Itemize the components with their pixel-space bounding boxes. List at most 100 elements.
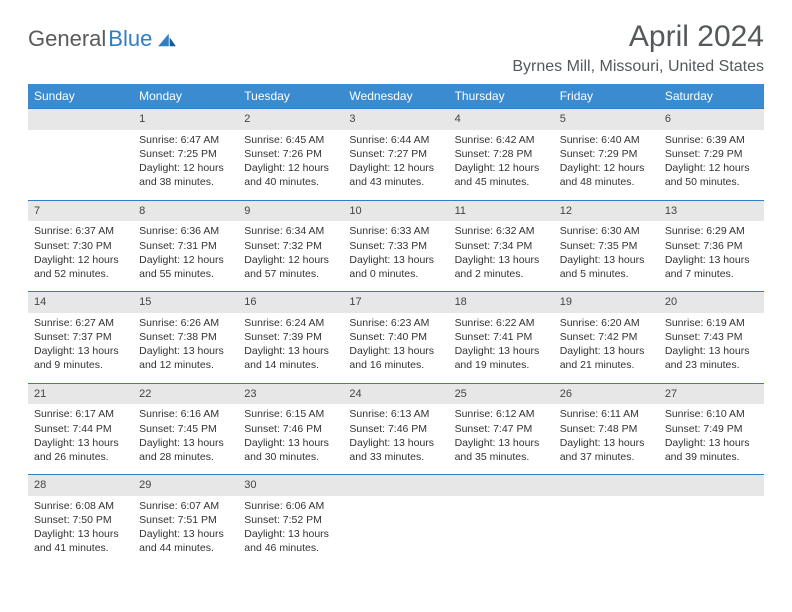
day-body: Sunrise: 6:06 AMSunset: 7:52 PMDaylight:… (238, 496, 343, 566)
sunrise-line: Sunrise: 6:10 AM (665, 407, 758, 421)
daylight-line: Daylight: 13 hours and 2 minutes. (455, 253, 548, 281)
day-number: 10 (343, 200, 448, 222)
day-number (554, 474, 659, 496)
calendar-cell: 11Sunrise: 6:32 AMSunset: 7:34 PMDayligh… (449, 200, 554, 292)
daylight-line: Daylight: 13 hours and 41 minutes. (34, 527, 127, 555)
sunset-line: Sunset: 7:35 PM (560, 239, 653, 253)
day-body: Sunrise: 6:34 AMSunset: 7:32 PMDaylight:… (238, 221, 343, 291)
daylight-line: Daylight: 12 hours and 43 minutes. (349, 161, 442, 189)
sunrise-line: Sunrise: 6:40 AM (560, 133, 653, 147)
weekday-header: Tuesday (238, 84, 343, 108)
calendar-cell: 4Sunrise: 6:42 AMSunset: 7:28 PMDaylight… (449, 108, 554, 200)
day-number: 20 (659, 291, 764, 313)
day-number (449, 474, 554, 496)
day-number: 17 (343, 291, 448, 313)
day-number: 27 (659, 383, 764, 405)
calendar-cell: 6Sunrise: 6:39 AMSunset: 7:29 PMDaylight… (659, 108, 764, 200)
day-number (659, 474, 764, 496)
sunrise-line: Sunrise: 6:42 AM (455, 133, 548, 147)
day-body: Sunrise: 6:23 AMSunset: 7:40 PMDaylight:… (343, 313, 448, 383)
calendar-cell-empty (659, 474, 764, 566)
daylight-line: Daylight: 13 hours and 30 minutes. (244, 436, 337, 464)
calendar-cell-empty (28, 108, 133, 200)
sunset-line: Sunset: 7:50 PM (34, 513, 127, 527)
daylight-line: Daylight: 12 hours and 55 minutes. (139, 253, 232, 281)
sunset-line: Sunset: 7:27 PM (349, 147, 442, 161)
sunset-line: Sunset: 7:49 PM (665, 422, 758, 436)
day-body (343, 496, 448, 556)
sunset-line: Sunset: 7:42 PM (560, 330, 653, 344)
calendar-cell: 26Sunrise: 6:11 AMSunset: 7:48 PMDayligh… (554, 383, 659, 475)
calendar-cell: 21Sunrise: 6:17 AMSunset: 7:44 PMDayligh… (28, 383, 133, 475)
day-body (28, 130, 133, 190)
day-number: 4 (449, 108, 554, 130)
daylight-line: Daylight: 13 hours and 9 minutes. (34, 344, 127, 372)
calendar-cell: 7Sunrise: 6:37 AMSunset: 7:30 PMDaylight… (28, 200, 133, 292)
day-body: Sunrise: 6:16 AMSunset: 7:45 PMDaylight:… (133, 404, 238, 474)
day-number: 13 (659, 200, 764, 222)
calendar-row: 14Sunrise: 6:27 AMSunset: 7:37 PMDayligh… (28, 291, 764, 383)
calendar-cell: 23Sunrise: 6:15 AMSunset: 7:46 PMDayligh… (238, 383, 343, 475)
day-number (343, 474, 448, 496)
sunrise-line: Sunrise: 6:39 AM (665, 133, 758, 147)
daylight-line: Daylight: 12 hours and 50 minutes. (665, 161, 758, 189)
sunrise-line: Sunrise: 6:27 AM (34, 316, 127, 330)
day-number: 9 (238, 200, 343, 222)
sunset-line: Sunset: 7:52 PM (244, 513, 337, 527)
weekday-header: Thursday (449, 84, 554, 108)
calendar-cell: 5Sunrise: 6:40 AMSunset: 7:29 PMDaylight… (554, 108, 659, 200)
day-number: 14 (28, 291, 133, 313)
header: GeneralBlue April 2024 Byrnes Mill, Miss… (28, 20, 764, 76)
day-number: 26 (554, 383, 659, 405)
sunrise-line: Sunrise: 6:07 AM (139, 499, 232, 513)
day-body: Sunrise: 6:39 AMSunset: 7:29 PMDaylight:… (659, 130, 764, 200)
calendar-cell: 9Sunrise: 6:34 AMSunset: 7:32 PMDaylight… (238, 200, 343, 292)
sunset-line: Sunset: 7:48 PM (560, 422, 653, 436)
sunset-line: Sunset: 7:36 PM (665, 239, 758, 253)
logo-text-1: General (28, 26, 106, 52)
calendar-row: 1Sunrise: 6:47 AMSunset: 7:25 PMDaylight… (28, 108, 764, 200)
day-body (659, 496, 764, 556)
calendar-cell-empty (343, 474, 448, 566)
month-title: April 2024 (512, 20, 764, 54)
title-block: April 2024 Byrnes Mill, Missouri, United… (512, 20, 764, 76)
sunset-line: Sunset: 7:31 PM (139, 239, 232, 253)
sunset-line: Sunset: 7:45 PM (139, 422, 232, 436)
sunrise-line: Sunrise: 6:24 AM (244, 316, 337, 330)
sunrise-line: Sunrise: 6:30 AM (560, 224, 653, 238)
day-number: 7 (28, 200, 133, 222)
daylight-line: Daylight: 13 hours and 33 minutes. (349, 436, 442, 464)
day-body (554, 496, 659, 556)
sunset-line: Sunset: 7:25 PM (139, 147, 232, 161)
day-number: 25 (449, 383, 554, 405)
daylight-line: Daylight: 13 hours and 19 minutes. (455, 344, 548, 372)
daylight-line: Daylight: 13 hours and 39 minutes. (665, 436, 758, 464)
daylight-line: Daylight: 13 hours and 44 minutes. (139, 527, 232, 555)
sunset-line: Sunset: 7:37 PM (34, 330, 127, 344)
day-body: Sunrise: 6:10 AMSunset: 7:49 PMDaylight:… (659, 404, 764, 474)
sunrise-line: Sunrise: 6:44 AM (349, 133, 442, 147)
sunrise-line: Sunrise: 6:45 AM (244, 133, 337, 147)
day-body (449, 496, 554, 556)
day-number: 11 (449, 200, 554, 222)
sunrise-line: Sunrise: 6:16 AM (139, 407, 232, 421)
weekday-header: Friday (554, 84, 659, 108)
day-number: 5 (554, 108, 659, 130)
logo: GeneralBlue (28, 26, 178, 52)
calendar-cell: 15Sunrise: 6:26 AMSunset: 7:38 PMDayligh… (133, 291, 238, 383)
daylight-line: Daylight: 13 hours and 35 minutes. (455, 436, 548, 464)
weekday-header: Monday (133, 84, 238, 108)
calendar-row: 28Sunrise: 6:08 AMSunset: 7:50 PMDayligh… (28, 474, 764, 566)
day-body: Sunrise: 6:15 AMSunset: 7:46 PMDaylight:… (238, 404, 343, 474)
calendar-cell: 17Sunrise: 6:23 AMSunset: 7:40 PMDayligh… (343, 291, 448, 383)
calendar-cell: 25Sunrise: 6:12 AMSunset: 7:47 PMDayligh… (449, 383, 554, 475)
sunset-line: Sunset: 7:38 PM (139, 330, 232, 344)
daylight-line: Daylight: 13 hours and 7 minutes. (665, 253, 758, 281)
day-number: 29 (133, 474, 238, 496)
sunrise-line: Sunrise: 6:08 AM (34, 499, 127, 513)
day-number: 30 (238, 474, 343, 496)
day-number: 22 (133, 383, 238, 405)
day-body: Sunrise: 6:37 AMSunset: 7:30 PMDaylight:… (28, 221, 133, 291)
daylight-line: Daylight: 13 hours and 5 minutes. (560, 253, 653, 281)
day-number: 2 (238, 108, 343, 130)
